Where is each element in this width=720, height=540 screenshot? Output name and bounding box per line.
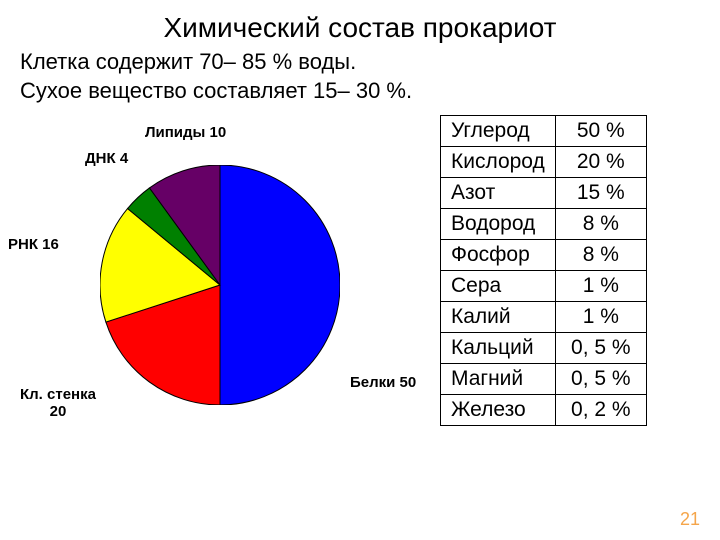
table-row: Углерод50 % xyxy=(441,116,647,147)
table-row: Сера1 % xyxy=(441,271,647,302)
subtitle: Клетка содержит 70– 85 % воды. Сухое вещ… xyxy=(0,48,720,105)
table-row: Кальций0, 5 % xyxy=(441,333,647,364)
pie-label: ДНК 4 xyxy=(85,151,128,168)
element-name: Углерод xyxy=(441,116,556,147)
pie-label: Кл. стенка20 xyxy=(20,387,96,420)
pie-label: Белки 50 xyxy=(350,375,416,392)
element-name: Сера xyxy=(441,271,556,302)
element-name: Фосфор xyxy=(441,240,556,271)
elements-table-area: Углерод50 %Кислород20 %Азот15 %Водород8 … xyxy=(440,105,647,485)
element-name: Кислород xyxy=(441,147,556,178)
element-value: 1 % xyxy=(555,271,646,302)
element-value: 0, 5 % xyxy=(555,333,646,364)
pie-chart xyxy=(100,165,340,405)
table-row: Водород8 % xyxy=(441,209,647,240)
page-number: 21 xyxy=(680,509,700,530)
element-name: Железо xyxy=(441,395,556,426)
element-value: 8 % xyxy=(555,240,646,271)
subtitle-line-2: Сухое вещество составляет 15– 30 %. xyxy=(20,78,412,103)
elements-table: Углерод50 %Кислород20 %Азот15 %Водород8 … xyxy=(440,115,647,426)
element-name: Азот xyxy=(441,178,556,209)
element-value: 15 % xyxy=(555,178,646,209)
table-row: Железо0, 2 % xyxy=(441,395,647,426)
table-row: Кислород20 % xyxy=(441,147,647,178)
pie-chart-area: Белки 50 Кл. стенка20 РНК 16 ДНК 4 Липиды 10 xyxy=(0,105,440,485)
table-row: Калий1 % xyxy=(441,302,647,333)
element-name: Кальций xyxy=(441,333,556,364)
subtitle-line-1: Клетка содержит 70– 85 % воды. xyxy=(20,49,356,74)
element-value: 8 % xyxy=(555,209,646,240)
pie-label: РНК 16 xyxy=(8,237,59,254)
element-name: Магний xyxy=(441,364,556,395)
element-name: Калий xyxy=(441,302,556,333)
pie-label: Липиды 10 xyxy=(145,125,226,142)
element-value: 1 % xyxy=(555,302,646,333)
table-row: Азот15 % xyxy=(441,178,647,209)
pie-slice xyxy=(220,165,340,405)
table-row: Фосфор8 % xyxy=(441,240,647,271)
table-row: Магний0, 5 % xyxy=(441,364,647,395)
element-value: 0, 5 % xyxy=(555,364,646,395)
content-row: Белки 50 Кл. стенка20 РНК 16 ДНК 4 Липиды 10… xyxy=(0,105,720,485)
element-value: 20 % xyxy=(555,147,646,178)
element-name: Водород xyxy=(441,209,556,240)
element-value: 0, 2 % xyxy=(555,395,646,426)
element-value: 50 % xyxy=(555,116,646,147)
page-title: Химический состав прокариот xyxy=(0,0,720,48)
